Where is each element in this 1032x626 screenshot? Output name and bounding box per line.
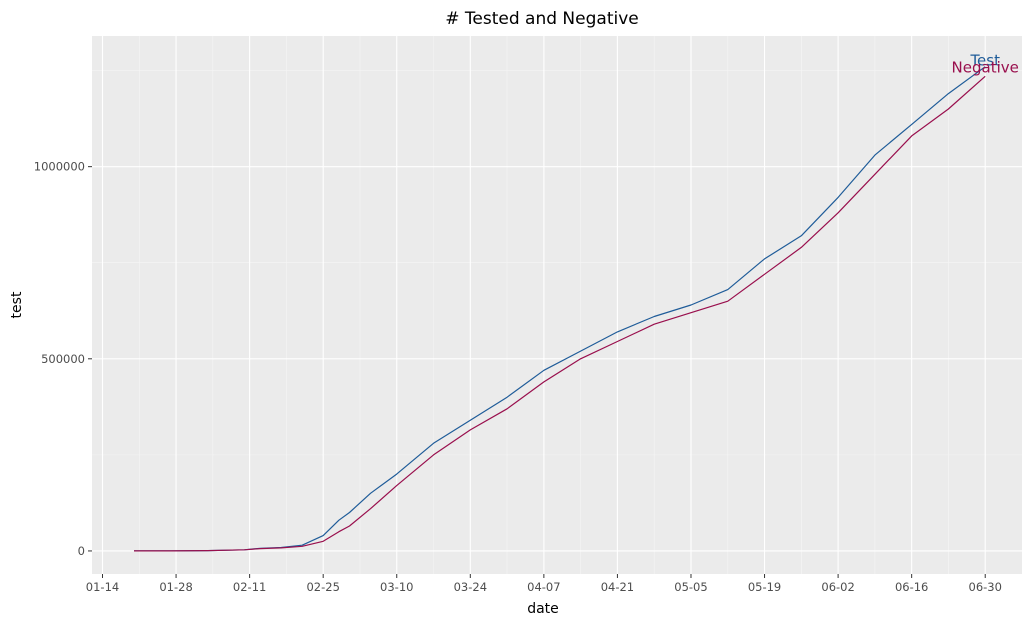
x-tick-label: 01-28	[159, 580, 192, 594]
y-tick-label: 1000000	[34, 160, 85, 174]
series-lines	[134, 66, 986, 552]
x-tick-label: 04-07	[527, 580, 560, 594]
grid-lines	[92, 36, 1022, 574]
x-tick-label: 01-14	[86, 580, 119, 594]
x-tick-label: 03-10	[380, 580, 413, 594]
x-tick-label: 05-05	[674, 580, 707, 594]
x-tick-label: 04-21	[601, 580, 634, 594]
series-label-test: Test	[969, 52, 1000, 70]
chart-title: # Tested and Negative	[445, 9, 638, 29]
series-line-negative	[134, 75, 986, 552]
y-tick-label: 0	[78, 544, 85, 558]
x-tick-label: 06-16	[895, 580, 928, 594]
x-tick-label: 06-30	[969, 580, 1002, 594]
x-tick-label: 05-19	[748, 580, 781, 594]
plot-panel	[92, 36, 1022, 574]
x-axis-ticks: 01-14 01-28 02-11 02-25 03-10 03-24 04-07 04-21…	[86, 574, 1002, 594]
x-tick-label: 02-11	[233, 580, 266, 594]
x-tick-label: 06-02	[821, 580, 854, 594]
x-tick-label: 02-25	[306, 580, 339, 594]
x-axis-title: date	[527, 601, 559, 617]
x-tick-label: 03-24	[454, 580, 487, 594]
series-label-negative: Negative	[952, 58, 1019, 76]
y-tick-label: 500000	[41, 352, 85, 366]
y-axis-title: test	[9, 291, 25, 318]
y-axis-ticks: 0 500000 1000000	[34, 160, 92, 558]
